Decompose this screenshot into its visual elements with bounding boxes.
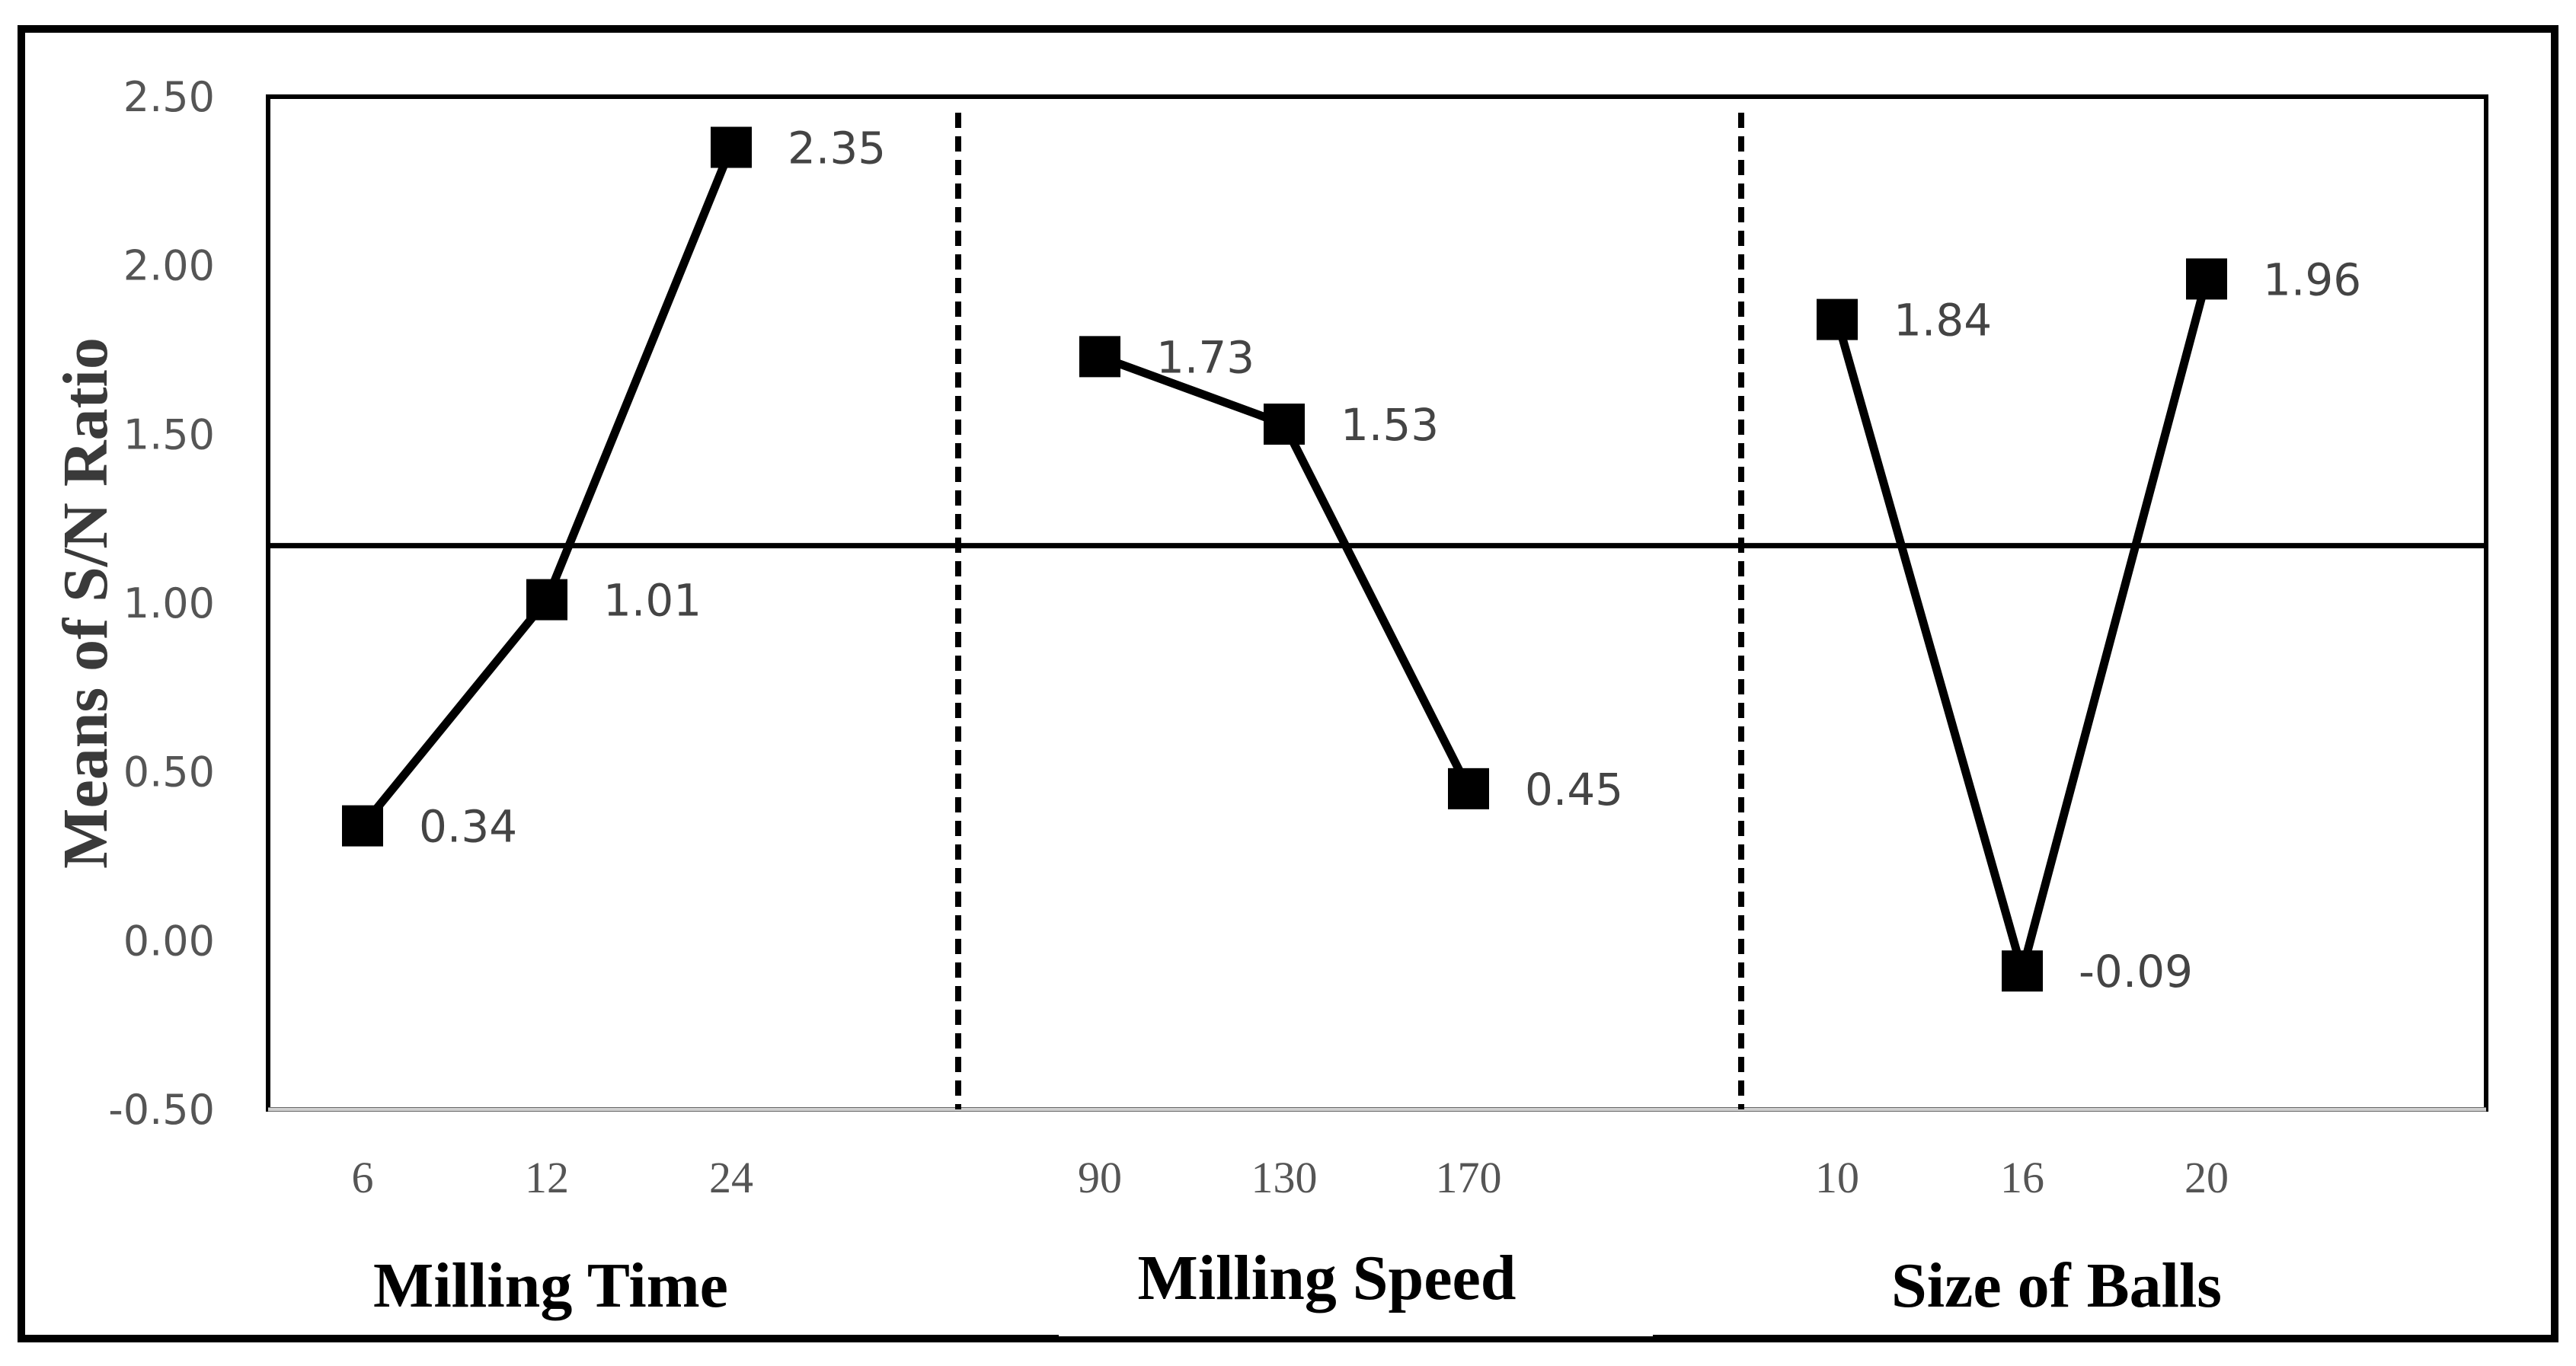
data-label: 1.01 [603,575,702,627]
data-point-marker [1817,298,1858,340]
data-point-marker [342,805,383,847]
y-axis-label: Means of S/N Ratio [50,337,121,869]
data-label: 1.96 [2263,254,2361,305]
series-group: 0.34 1.01 2.35 1.73 1.53 0.45 1.84 -0.09 1.96 [342,123,2361,997]
x-level-tick: 6 [352,1153,374,1202]
x-level-tick: 24 [709,1153,753,1202]
x-level-tick: 130 [1251,1153,1318,1202]
y-tick-label: 0.50 [123,748,215,796]
data-point-marker [2186,258,2227,300]
x-axis-level-ticks: 6 12 24 90 130 170 10 16 20 [352,1153,2229,1202]
data-point-marker [1264,404,1305,445]
x-level-tick: 10 [1815,1153,1859,1202]
data-point-marker [1448,768,1489,809]
data-label: 0.45 [1525,764,1623,815]
data-label: 0.34 [419,801,517,853]
outer-frame [18,25,2558,1342]
x-level-tick: 16 [2000,1153,2044,1202]
data-point-marker [526,579,567,621]
data-label: 2.35 [788,123,886,174]
factor-label-milling-time: Milling Time [373,1250,728,1321]
x-level-tick: 90 [1078,1153,1122,1202]
y-tick-label: 2.00 [123,242,215,290]
factor-label-background [1059,1222,1653,1336]
data-label: -0.09 [2079,946,2193,997]
y-tick-label: 1.00 [123,579,215,627]
y-tick-label: 2.50 [123,73,215,121]
factor-label-milling-speed: Milling Speed [1137,1243,1516,1313]
x-level-tick: 12 [525,1153,569,1202]
y-tick-label: -0.50 [108,1086,215,1134]
y-tick-label: 1.50 [123,410,215,458]
data-label: 1.53 [1341,399,1439,451]
data-point-marker [1079,336,1120,378]
x-level-tick: 170 [1436,1153,1502,1202]
y-axis-ticks: 2.50 2.00 1.50 1.00 0.50 0.00 -0.50 [108,73,215,1134]
factor-label-size-of-balls: Size of Balls [1891,1250,2222,1321]
data-label: 1.73 [1156,331,1254,383]
x-level-tick: 20 [2184,1153,2229,1202]
data-point-marker [711,126,752,168]
y-tick-label: 0.00 [123,917,215,965]
data-label: 1.84 [1894,295,1992,346]
data-point-marker [2002,950,2043,992]
